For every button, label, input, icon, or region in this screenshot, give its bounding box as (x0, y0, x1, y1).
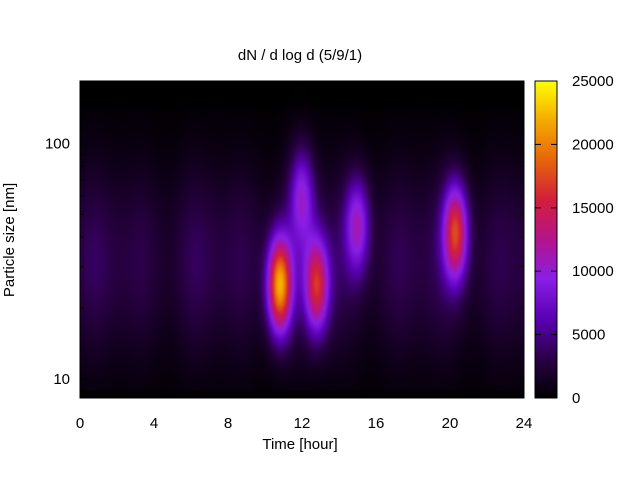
y-axis-ticks: 10 100 (45, 135, 524, 391)
x-tick-label: 24 (516, 415, 533, 432)
x-tick-label: 16 (368, 415, 385, 432)
heatmap-image (80, 81, 524, 398)
colorbar-tick-label: 15000 (572, 200, 614, 217)
y-axis-label: Particle size [nm] (1, 183, 18, 297)
colorbar: 0 5000 10000 15000 20000 25000 (534, 73, 614, 407)
colorbar-tick-label: 20000 (572, 136, 614, 153)
y-tick-label: 10 (53, 371, 70, 388)
colorbar-tick-label: 5000 (572, 327, 605, 344)
colorbar-gradient (534, 80, 558, 399)
x-tick-label: 20 (442, 415, 459, 432)
x-axis-ticks: 0 4 8 12 16 20 24 (76, 81, 533, 432)
x-tick-label: 8 (224, 415, 232, 432)
colorbar-tick-label: 0 (572, 390, 580, 407)
chart-title: dN / d log d (5/9/1) (238, 47, 362, 64)
x-tick-label: 4 (150, 415, 158, 432)
x-tick-label: 0 (76, 415, 84, 432)
y-tick-label: 100 (45, 135, 70, 152)
colorbar-tick-label: 25000 (572, 73, 614, 90)
x-tick-label: 12 (294, 415, 311, 432)
x-axis-label: Time [hour] (262, 436, 337, 453)
plot-area (79, 80, 525, 399)
colorbar-tick-label: 10000 (572, 263, 614, 280)
colorbar-ticks: 0 5000 10000 15000 20000 25000 (535, 73, 614, 407)
